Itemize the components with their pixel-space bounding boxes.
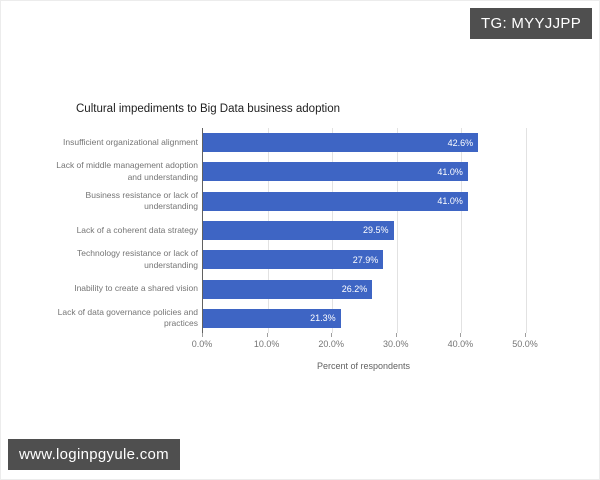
bar: 41.0%: [203, 162, 468, 182]
category-label: Lack of data governance policies and pra…: [57, 306, 198, 329]
bar-value-label: 21.3%: [310, 313, 336, 324]
gridline: [461, 128, 463, 333]
category-label: Inability to create a shared vision: [74, 283, 198, 294]
bar: 41.0%: [203, 191, 468, 211]
bar-row: 29.5%: [203, 216, 526, 245]
chart-title: Cultural impediments to Big Data busines…: [76, 103, 341, 115]
bar: 29.5%: [203, 220, 394, 240]
bar: 27.9%: [203, 250, 384, 270]
bar: 26.2%: [203, 279, 373, 299]
category-axis-labels: Insufficient organizational alignment Lac…: [53, 128, 198, 333]
watermark-url-badge: www.loginpgyule.com: [8, 439, 180, 470]
bar: 21.3%: [203, 308, 341, 328]
bar-row: 21.3%: [203, 304, 526, 333]
x-axis-ticks: 0.0% 10.0% 20.0% 30.0% 40.0% 50.0%: [192, 333, 538, 355]
bar-row: 41.0%: [203, 157, 526, 186]
bar-row: 42.6%: [203, 128, 526, 157]
category-label: Business resistance or lack of understan…: [85, 189, 198, 212]
gridline: [396, 128, 398, 333]
gridline: [526, 128, 527, 333]
x-axis-label: Percent of respondents: [316, 361, 411, 371]
bars-container: 42.6% 41.0% 41.0% 29.5% 27.9% 26.2% 21.3%: [203, 128, 526, 333]
axis-tick-mark: [331, 333, 333, 337]
bar-value-label: 41.0%: [437, 166, 463, 177]
bar-value-label: 29.5%: [363, 225, 389, 236]
axis-tick-label: 40.0%: [447, 339, 474, 349]
axis-tick-label: 30.0%: [383, 339, 409, 349]
axis-tick-label: 20.0%: [318, 339, 344, 349]
category-label: Lack of a coherent data strategy: [76, 224, 198, 235]
bar-value-label: 41.0%: [437, 196, 463, 207]
bar-row: 27.9%: [203, 245, 526, 274]
bar-value-label: 27.9%: [352, 254, 379, 265]
bar-value-label: 42.6%: [447, 137, 474, 148]
bar-row: 41.0%: [203, 187, 526, 216]
axis-tick-label: 0.0%: [191, 339, 213, 349]
bar-value-label: 26.2%: [341, 284, 368, 295]
plot-area: 42.6% 41.0% 41.0% 29.5% 27.9% 26.2% 21.3%: [202, 128, 527, 333]
bar-row: 26.2%: [203, 274, 526, 303]
axis-tick-mark: [525, 333, 526, 337]
watermark-tag-badge: TG: MYYJJPP: [470, 8, 592, 39]
axis-tick-mark: [395, 333, 397, 337]
category-label: Technology resistance or lack of underst…: [77, 248, 198, 270]
category-label: Lack of middle management adoption and u…: [56, 160, 198, 182]
axis-tick-mark: [266, 333, 268, 337]
axis-tick-label: 50.0%: [512, 339, 538, 349]
bar: 42.6%: [203, 133, 479, 153]
axis-tick-mark: [202, 333, 203, 337]
category-label: Insufficient organizational alignment: [63, 136, 198, 147]
axis-tick-mark: [460, 333, 462, 337]
axis-tick-label: 10.0%: [253, 339, 280, 349]
